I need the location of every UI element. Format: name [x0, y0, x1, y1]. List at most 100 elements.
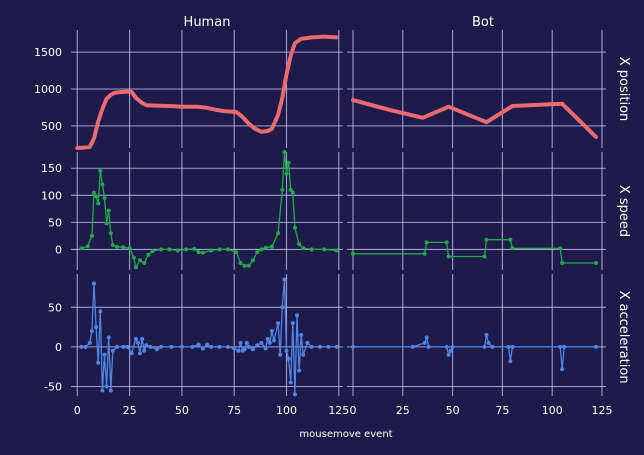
data-point — [121, 344, 126, 349]
data-point — [82, 146, 86, 150]
data-point — [426, 344, 431, 349]
x-tick-label: 125 — [592, 404, 613, 417]
data-point — [184, 247, 189, 252]
data-point — [247, 122, 251, 126]
data-point — [133, 265, 138, 270]
series-line-human-x-acceleration — [80, 278, 338, 396]
data-point — [140, 101, 144, 105]
data-point — [190, 344, 195, 349]
data-point — [148, 344, 153, 349]
data-point — [450, 344, 455, 349]
data-point — [192, 246, 197, 251]
data-point — [422, 340, 427, 345]
data-point — [79, 344, 84, 349]
data-point — [284, 171, 289, 176]
data-point — [142, 261, 147, 265]
data-point — [276, 231, 281, 236]
data-point — [104, 384, 109, 389]
data-point — [89, 233, 94, 238]
data-point — [133, 337, 138, 341]
panel-human-x-acceleration — [71, 274, 343, 397]
data-point — [113, 91, 117, 95]
panel-bot-x-position — [347, 30, 606, 148]
data-point — [322, 247, 327, 252]
data-point — [276, 113, 280, 117]
data-point — [446, 352, 451, 357]
x-tick-label: 125 — [328, 404, 349, 417]
data-point — [508, 237, 513, 242]
data-point — [85, 244, 90, 249]
data-point — [506, 344, 511, 349]
data-point — [75, 146, 79, 150]
data-point — [594, 344, 598, 349]
data-point — [259, 247, 264, 252]
data-point — [326, 344, 331, 349]
data-point — [106, 208, 111, 213]
data-point — [270, 127, 274, 131]
data-point — [196, 342, 201, 347]
data-point — [142, 348, 147, 353]
series-line-bot-x-speed — [352, 239, 597, 264]
panel-human-x-speed — [71, 150, 343, 270]
data-point — [318, 344, 322, 349]
data-point — [335, 35, 339, 40]
data-point — [255, 250, 260, 255]
data-point — [100, 182, 105, 187]
data-point — [447, 105, 451, 109]
data-point — [109, 93, 113, 97]
data-point — [150, 249, 155, 254]
data-point — [134, 96, 138, 100]
data-point — [284, 348, 289, 353]
data-point — [508, 359, 513, 364]
data-point — [484, 120, 489, 124]
x-tick-label: 75 — [227, 404, 241, 417]
data-point — [594, 135, 598, 139]
data-point — [562, 344, 567, 349]
data-point — [267, 340, 272, 345]
data-point — [159, 247, 163, 252]
data-point — [225, 344, 230, 349]
data-point — [309, 344, 314, 349]
data-point — [79, 246, 84, 251]
data-point — [100, 388, 105, 393]
data-point — [87, 340, 92, 345]
column-title-human: Human — [184, 15, 231, 30]
data-point — [486, 340, 491, 345]
data-point — [510, 344, 515, 349]
data-point — [115, 344, 119, 349]
data-point — [234, 110, 238, 114]
data-point — [175, 248, 180, 253]
data-point — [241, 115, 245, 119]
data-point — [127, 246, 132, 251]
data-point — [246, 344, 251, 349]
data-point — [251, 347, 255, 352]
data-point — [197, 105, 201, 109]
row-label-position: X position — [616, 57, 631, 122]
data-point — [444, 240, 449, 245]
data-point — [146, 252, 151, 257]
y-tick-label: 500 — [41, 120, 62, 133]
data-point — [322, 35, 326, 39]
data-point — [92, 136, 96, 140]
x-axis-title: mousemove event — [299, 429, 392, 440]
data-point — [280, 96, 284, 100]
y-tick-label: -50 — [44, 380, 62, 393]
data-point — [106, 335, 111, 340]
data-point — [290, 321, 295, 326]
x-tick-label: 50 — [446, 404, 460, 417]
data-point — [179, 344, 184, 349]
data-point — [96, 119, 100, 124]
x-tick-label: 100 — [542, 404, 563, 417]
data-point — [94, 194, 99, 199]
data-point — [490, 344, 495, 349]
data-point — [259, 340, 264, 345]
data-point — [278, 352, 283, 357]
data-point — [209, 344, 214, 349]
data-point — [301, 246, 306, 251]
data-point — [89, 329, 94, 333]
y-tick-label: 0 — [55, 243, 62, 256]
data-point — [167, 104, 171, 108]
data-point — [119, 90, 123, 94]
data-point — [180, 105, 184, 109]
